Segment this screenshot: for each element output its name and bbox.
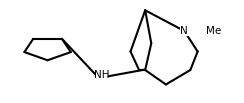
Text: N: N [180, 26, 188, 36]
Text: NH: NH [93, 70, 109, 80]
Text: Me: Me [206, 26, 222, 36]
